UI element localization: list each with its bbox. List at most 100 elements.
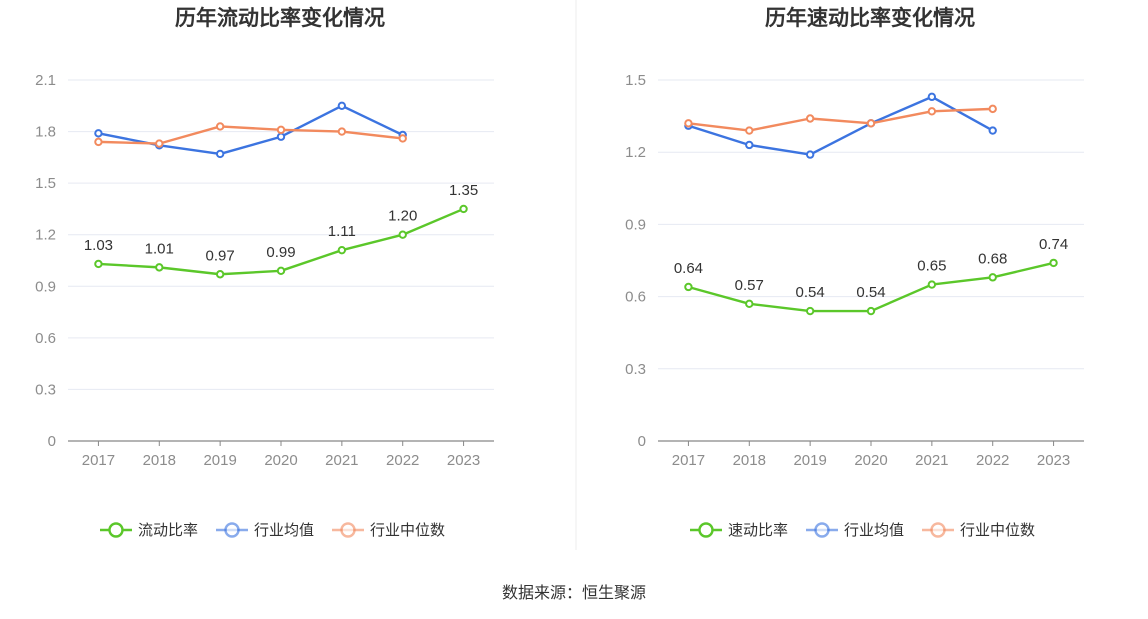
legend-label: 流动比率 (138, 521, 198, 539)
y-tick-label: 0.3 (625, 361, 646, 378)
legend-marker (340, 522, 356, 538)
x-tick-label: 2020 (264, 452, 297, 469)
data-point (684, 282, 693, 292)
data-point (866, 306, 876, 316)
data-point (745, 140, 754, 150)
y-tick-label: 2.1 (35, 72, 56, 89)
data-point (155, 263, 164, 272)
x-tick-label: 2019 (793, 452, 826, 469)
data-point (94, 137, 103, 147)
legend-item: 速动比率 (690, 521, 788, 539)
legend-marker (108, 522, 124, 538)
legend-item: 行业中位数 (332, 521, 445, 539)
legend-item: 行业中位数 (922, 521, 1035, 539)
data-label: 1.03 (84, 237, 113, 254)
data-point (988, 126, 997, 135)
data-label: 0.68 (978, 250, 1007, 267)
x-tick-label: 2019 (203, 452, 236, 469)
series-line (688, 95, 994, 156)
data-label: 1.01 (145, 240, 174, 257)
data-point (276, 125, 286, 135)
data-point (988, 104, 997, 114)
data-label: 0.57 (735, 277, 764, 294)
data-point (337, 127, 347, 136)
x-tick-label: 2022 (976, 452, 1009, 469)
y-tick-label: 0 (638, 433, 646, 450)
y-tick-label: 1.8 (35, 124, 56, 141)
x-tick-label: 2018 (143, 452, 176, 469)
data-point (745, 299, 754, 309)
y-tick-label: 0.6 (35, 330, 56, 347)
legend-label: 行业中位数 (370, 521, 445, 539)
y-tick-label: 0.6 (625, 289, 646, 306)
x-tick-label: 2022 (386, 452, 419, 469)
data-point (215, 122, 225, 131)
data-point (215, 149, 225, 159)
series-line (688, 107, 993, 132)
data-label: 0.64 (674, 260, 703, 277)
x-tick-label: 2023 (1037, 452, 1070, 469)
series-line (98, 104, 404, 156)
data-point (1049, 258, 1058, 268)
series-line (98, 125, 403, 145)
data-label: 0.99 (266, 244, 295, 261)
x-tick-label: 2020 (854, 452, 887, 469)
quick-ratio-chart: 历年速动比率变化情况 0 0.3 0.6 0.9 1.2 1.5 2017 2018 2019 20… (625, 6, 1084, 539)
data-point (805, 150, 815, 159)
data-label: 0.65 (917, 258, 946, 275)
legend-item: 行业均值 (216, 521, 314, 539)
y-tick-label: 0.9 (625, 216, 646, 233)
legend-label: 速动比率 (728, 521, 788, 539)
x-tick-label: 2018 (733, 452, 766, 469)
data-point (398, 230, 407, 239)
data-point (927, 92, 937, 102)
data-label: 0.74 (1039, 236, 1068, 253)
y-tick-label: 1.2 (35, 227, 56, 244)
data-point (276, 266, 286, 276)
x-tick-label: 2017 (672, 452, 705, 469)
data-point (94, 259, 103, 269)
legend-marker (930, 522, 946, 538)
data-label: 1.35 (449, 182, 478, 199)
chart-title: 历年速动比率变化情况 (765, 6, 975, 30)
legend-marker (224, 522, 240, 538)
data-point (276, 132, 286, 141)
data-point (337, 101, 347, 110)
x-tick-label: 2021 (325, 452, 358, 469)
data-point (684, 119, 693, 128)
legend-label: 行业中位数 (960, 521, 1035, 539)
data-label: 0.54 (796, 284, 825, 301)
legend-item: 行业均值 (806, 521, 904, 539)
legend-label: 行业均值 (254, 521, 314, 539)
data-point (927, 280, 937, 289)
data-point (805, 306, 815, 316)
data-label: 0.54 (856, 284, 885, 301)
y-tick-label: 0.3 (35, 381, 56, 398)
data-point (398, 134, 407, 143)
data-point (866, 119, 876, 128)
data-point (215, 270, 225, 279)
data-point (459, 204, 468, 214)
data-source-note: 数据来源：恒生聚源 (502, 583, 646, 602)
data-point (805, 114, 815, 123)
data-point (94, 129, 103, 138)
data-label: 1.11 (328, 223, 356, 240)
y-tick-label: 1.2 (625, 144, 646, 161)
legend-item: 流动比率 (100, 521, 198, 539)
data-point (927, 107, 937, 116)
legend-marker (814, 522, 830, 538)
data-point (745, 126, 754, 135)
chart-title: 历年流动比率变化情况 (175, 6, 385, 30)
x-tick-label: 2017 (82, 452, 115, 469)
y-tick-label: 0.9 (35, 278, 56, 295)
legend-label: 行业均值 (844, 521, 904, 539)
y-tick-label: 1.5 (35, 175, 56, 192)
data-point (988, 273, 997, 282)
data-point (155, 139, 164, 148)
y-tick-label: 0 (48, 433, 56, 450)
legend-marker (698, 522, 714, 538)
x-tick-label: 2023 (447, 452, 480, 469)
current-ratio-chart: 历年流动比率变化情况 0 0.3 0.6 0.9 1.2 1.5 1.8 2.1 2017 2018… (35, 6, 494, 539)
data-point (337, 245, 347, 255)
